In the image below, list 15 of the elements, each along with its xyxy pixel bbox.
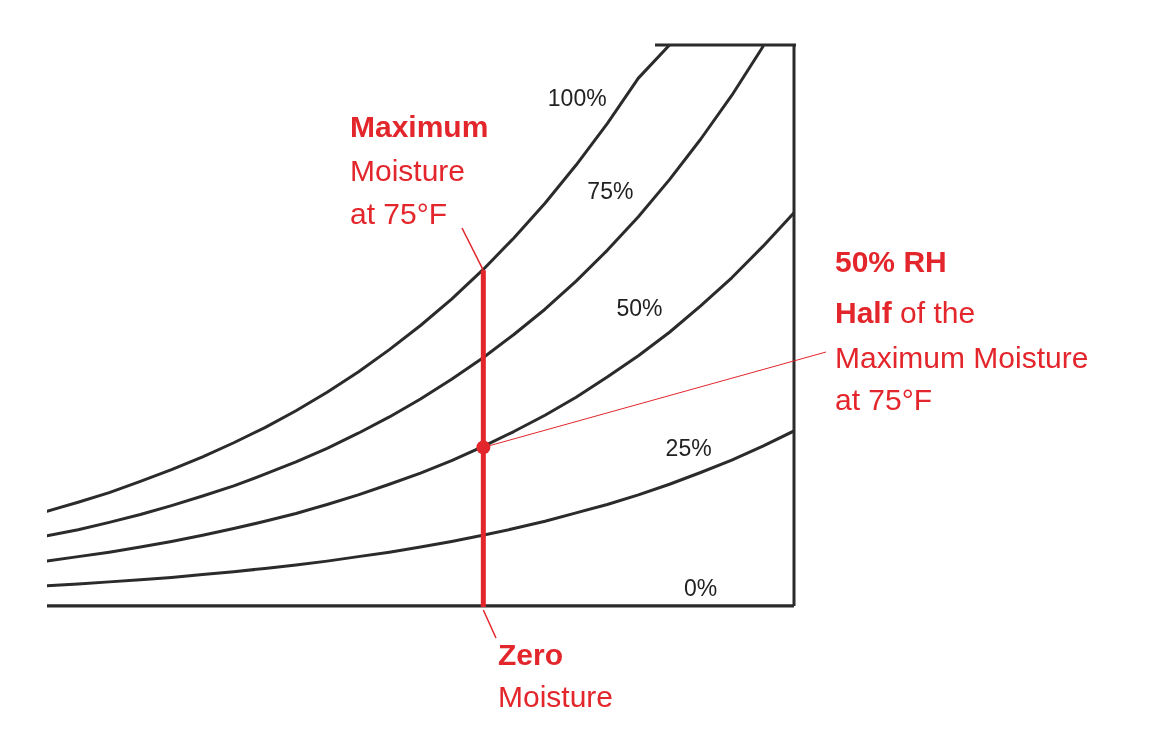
text: Zero bbox=[498, 638, 564, 671]
text: Moisture bbox=[498, 680, 614, 713]
annotation: Maximum bbox=[350, 110, 489, 143]
series-label: 0% bbox=[684, 575, 718, 601]
text: Half bbox=[835, 296, 892, 329]
series-label: 100% bbox=[547, 84, 607, 111]
text: at 75°F bbox=[835, 383, 933, 416]
text: Maximum Moisture bbox=[835, 341, 1089, 374]
series-label: 25% bbox=[665, 435, 712, 462]
text: of the bbox=[891, 296, 976, 329]
series-label: 50% bbox=[616, 295, 663, 322]
text: 50% RH bbox=[835, 245, 947, 278]
annotation: at 75°F bbox=[350, 197, 448, 230]
series-label: 75% bbox=[587, 177, 634, 204]
annotation: Moisture bbox=[350, 154, 466, 187]
